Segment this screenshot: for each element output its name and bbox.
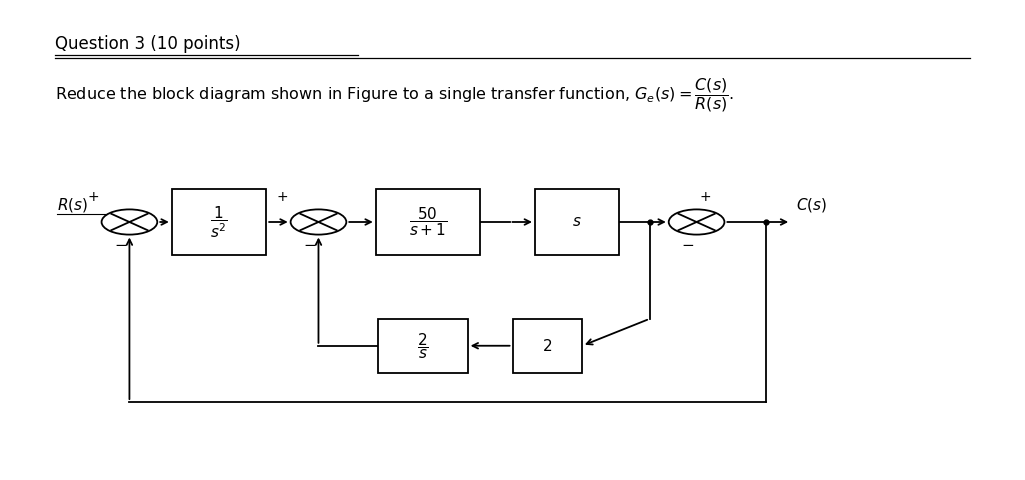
Text: $R(s)$: $R(s)$ [56, 196, 88, 214]
Text: +: + [699, 190, 710, 204]
Text: $2$: $2$ [542, 338, 552, 354]
Text: $\dfrac{1}{s^2}$: $\dfrac{1}{s^2}$ [210, 204, 228, 240]
FancyBboxPatch shape [378, 319, 467, 373]
Circle shape [668, 209, 725, 235]
Text: +: + [276, 190, 288, 204]
FancyBboxPatch shape [512, 319, 582, 373]
Text: −: − [682, 238, 695, 253]
Text: $\dfrac{50}{s+1}$: $\dfrac{50}{s+1}$ [409, 205, 447, 239]
Circle shape [291, 209, 346, 235]
FancyBboxPatch shape [376, 190, 480, 254]
FancyBboxPatch shape [535, 190, 619, 254]
Circle shape [101, 209, 157, 235]
Text: $s$: $s$ [572, 215, 582, 229]
Text: Question 3 (10 points): Question 3 (10 points) [54, 35, 241, 53]
Text: $\dfrac{2}{s}$: $\dfrac{2}{s}$ [417, 331, 428, 360]
Text: −: − [303, 238, 317, 253]
Text: $C(s)$: $C(s)$ [796, 196, 827, 214]
Text: −: − [115, 238, 127, 253]
Text: Reduce the block diagram shown in Figure to a single transfer function, $G_e(s) : Reduce the block diagram shown in Figure… [54, 76, 734, 114]
Text: +: + [87, 190, 98, 204]
FancyBboxPatch shape [172, 190, 266, 254]
